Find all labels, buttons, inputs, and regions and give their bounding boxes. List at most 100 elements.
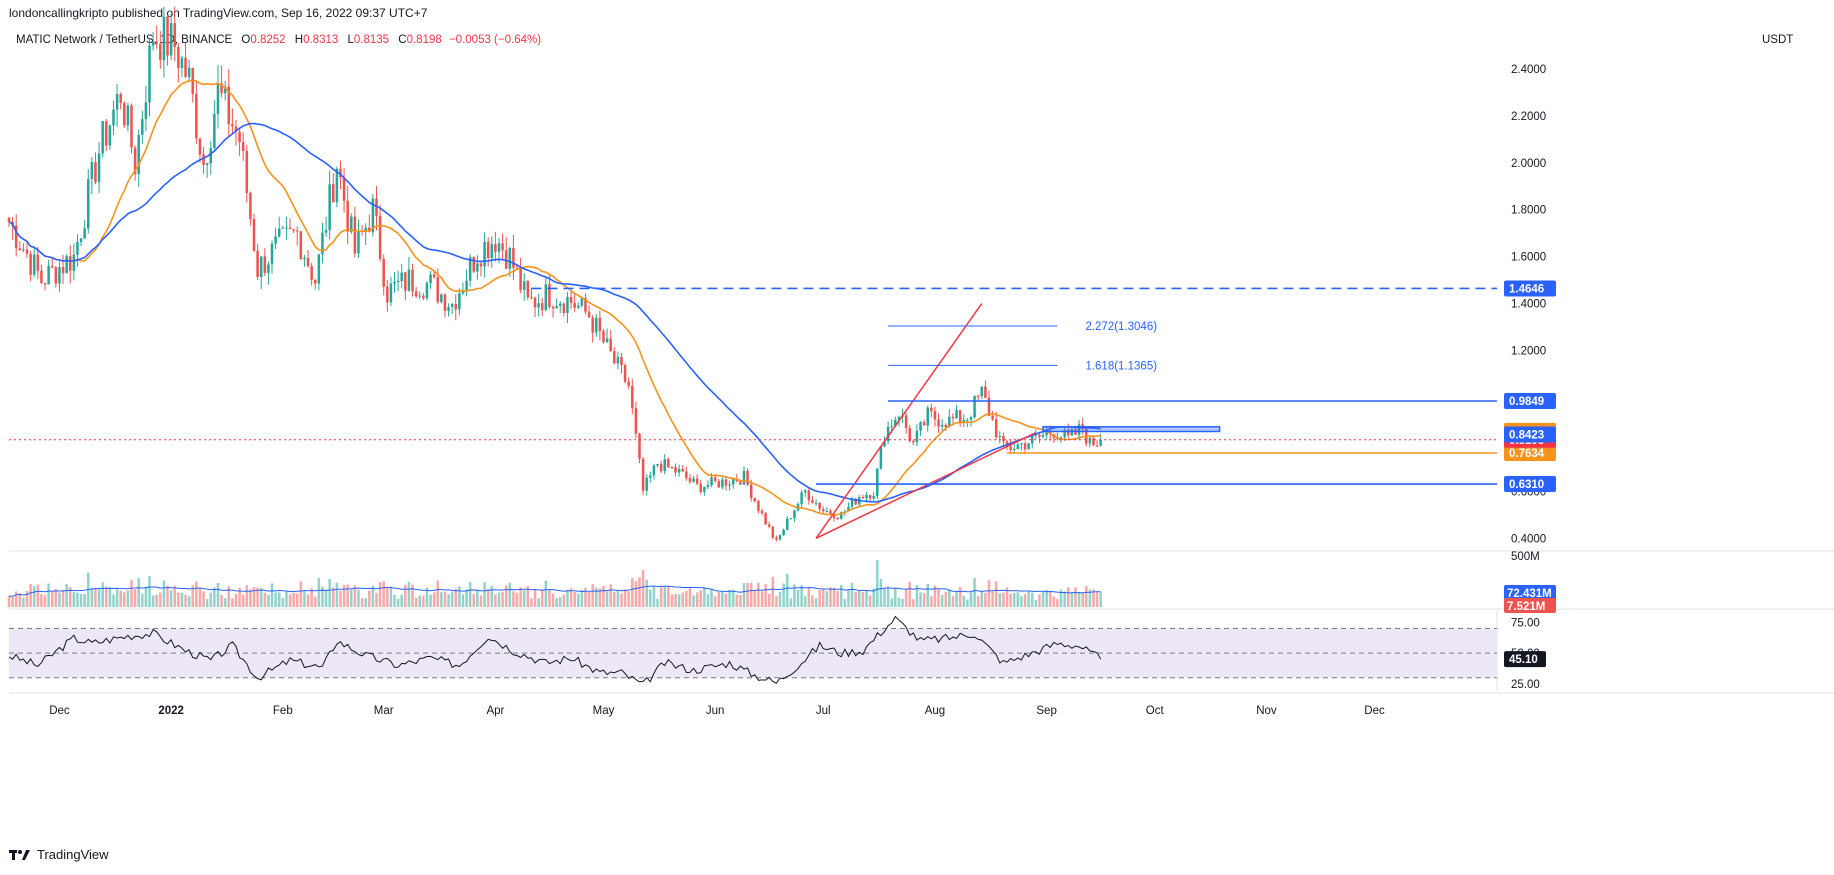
volume-bar (901, 598, 904, 607)
volume-bar (58, 592, 61, 607)
fib-level-label: 2.272(1.3046) (1085, 321, 1157, 333)
candle-body (807, 490, 811, 501)
candle-body (159, 43, 162, 61)
volume-bar (868, 595, 872, 607)
volume-bar (706, 594, 710, 607)
volume-bar (677, 594, 681, 607)
volume-bar (47, 583, 50, 607)
candle-body (378, 215, 382, 259)
high-value: 0.8313 (303, 34, 339, 46)
volume-bar (904, 588, 908, 607)
volume-bar (90, 587, 94, 607)
volume-bar (65, 584, 68, 607)
volume-bar (486, 588, 490, 607)
candle-body (162, 16, 166, 61)
candle-body (652, 465, 656, 476)
candle-body (306, 258, 310, 267)
candle-body (177, 47, 180, 68)
candle-body (375, 198, 378, 216)
footer-brand[interactable]: TradingView (9, 847, 109, 862)
volume-bar (216, 583, 220, 607)
candle-body (259, 256, 263, 278)
candle-body (688, 478, 692, 482)
candle-body (310, 266, 313, 281)
price-level-badge-bg (1504, 444, 1556, 461)
volume-bar (778, 591, 782, 607)
candle-body (97, 153, 101, 183)
volume-bar (332, 587, 335, 607)
candle-body (803, 490, 807, 493)
supply-zone (1042, 426, 1221, 433)
volume-bar (587, 592, 591, 607)
candle-body (886, 426, 890, 442)
close-label: C (398, 34, 407, 46)
candle-body (951, 416, 955, 419)
volume-bar (461, 594, 465, 607)
fib-level-label: 1.618(1.1365) (1085, 360, 1157, 372)
volume-bar (396, 598, 400, 607)
candle-body (400, 272, 403, 282)
candle-body (101, 121, 104, 154)
volume-bar (504, 585, 508, 607)
candle-body (1027, 443, 1030, 450)
volume-bar (288, 594, 292, 607)
volume-bar (710, 588, 713, 607)
candle-body (512, 248, 515, 268)
volume-bar (940, 594, 944, 607)
volume-bar (11, 596, 14, 607)
volume-bar (742, 583, 746, 607)
candle-body (1023, 443, 1027, 450)
volume-bar (335, 582, 339, 607)
volume-bar (883, 587, 886, 607)
volume-bar (566, 589, 569, 607)
candle-body (1063, 429, 1066, 438)
candle-body (126, 105, 130, 126)
volume-bar (137, 578, 140, 607)
volume-bar (1077, 591, 1081, 607)
volume-bar (83, 593, 86, 607)
candle-body (72, 254, 76, 271)
volume-bar (620, 593, 623, 607)
candle-body (393, 281, 396, 284)
candle-body (256, 250, 259, 278)
candle-body (994, 419, 998, 438)
candle-body (800, 492, 803, 505)
volume-bar (1041, 591, 1045, 607)
volume-bar (865, 590, 868, 607)
volume-bar (1095, 592, 1099, 607)
volume-bar (130, 580, 133, 607)
candle-body (94, 162, 97, 183)
candle-body (908, 428, 911, 441)
candle-body (649, 475, 652, 478)
volume-bar (821, 589, 825, 607)
volume-bar (811, 595, 814, 607)
volume-bar (663, 585, 666, 607)
candle-body (515, 267, 519, 269)
candle-body (342, 177, 346, 201)
candle-body (785, 518, 789, 530)
price-level-badge-bg (1504, 393, 1556, 410)
candle-body (962, 420, 966, 423)
volume-bar (584, 587, 587, 607)
volume-badge-bg (1504, 598, 1556, 613)
price-axis-tick: 2.4000 (1511, 64, 1546, 76)
candle-body (980, 386, 984, 397)
ma-value-badge: 0.8423 (1509, 429, 1544, 441)
candle-body (137, 134, 140, 175)
candle-body (739, 481, 742, 485)
trendline (815, 303, 983, 539)
rsi-axis-tick: 75.00 (1511, 617, 1540, 629)
volume-bar (454, 588, 458, 607)
volume-bar (692, 595, 695, 607)
volume-bar (886, 586, 890, 607)
volume-bar (1005, 587, 1009, 607)
high-label: H (294, 34, 304, 46)
candle-body (836, 517, 839, 519)
candle-body (533, 297, 537, 308)
volume-bar (919, 592, 922, 607)
candle-body (332, 184, 335, 203)
ma_fast-line (8, 79, 1101, 516)
candle-body (566, 297, 569, 314)
volume-bar (616, 590, 620, 607)
